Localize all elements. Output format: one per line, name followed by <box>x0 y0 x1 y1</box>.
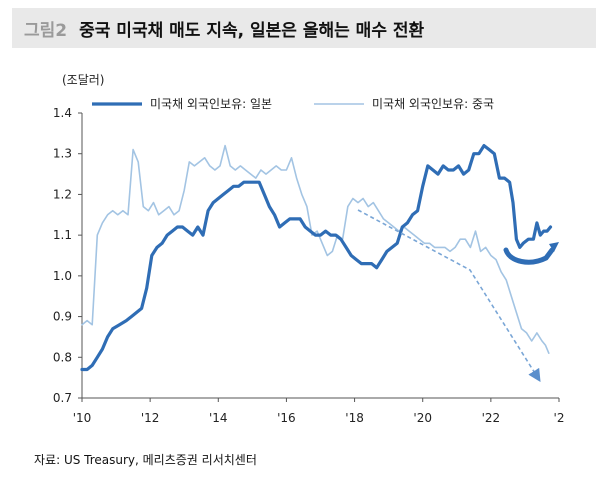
y-axis-unit: (조달러) <box>62 73 104 87</box>
figure-label: 그림2 <box>24 20 68 41</box>
y-tick-label: 0.9 <box>53 310 72 324</box>
japan-rebound-arrowhead <box>549 242 559 252</box>
chart-title: 중국 미국채 매도 지속, 일본은 올해는 매수 전환 <box>79 20 425 41</box>
y-tick-label: 1.2 <box>53 187 72 201</box>
x-tick-label: '22 <box>482 411 501 425</box>
china-decline-arrow <box>357 209 541 383</box>
series-line-china <box>81 144 550 355</box>
x-tick-label: '12 <box>141 411 160 425</box>
line-chart: (조달러) 0.7 0.8 0.9 1.0 1.1 1.2 1.3 1.4 '10 '12 '14… <box>53 73 565 425</box>
x-tick-label: '14 <box>209 411 228 425</box>
y-tick-label: 1.1 <box>53 228 72 242</box>
legend-label-japan: 미국채 외국인보유: 일본 <box>150 97 272 111</box>
legend: 미국채 외국인보유: 일본 미국채 외국인보유: 중국 <box>92 97 494 111</box>
x-tick-label: '16 <box>277 411 296 425</box>
x-tick-label: '20 <box>413 411 432 425</box>
series-line-japan <box>80 144 553 372</box>
x-tick-label: '2 <box>554 411 565 425</box>
series-layer <box>80 144 553 372</box>
y-tick-label: 1.0 <box>53 269 72 283</box>
y-tick-label: 0.8 <box>53 350 72 364</box>
source-note: 자료: US Treasury, 메리츠증권 리서치센터 <box>34 453 257 467</box>
x-axis-ticks: '10 '12 '14 '16 '18 '20 '22 '2 <box>73 398 565 425</box>
trend-annotations <box>357 209 559 383</box>
title-bar: 그림2 중국 미국채 매도 지속, 일본은 올해는 매수 전환 <box>12 8 596 48</box>
y-tick-label: 0.7 <box>53 391 72 405</box>
japan-rebound-arrow <box>503 247 555 265</box>
x-tick-label: '18 <box>345 411 364 425</box>
x-tick-label: '10 <box>73 411 92 425</box>
y-axis-ticks: 0.7 0.8 0.9 1.0 1.1 1.2 1.3 1.4 <box>53 106 82 405</box>
y-tick-label: 1.3 <box>53 147 72 161</box>
y-tick-label: 1.4 <box>53 106 72 120</box>
legend-label-china: 미국채 외국인보유: 중국 <box>372 97 494 111</box>
